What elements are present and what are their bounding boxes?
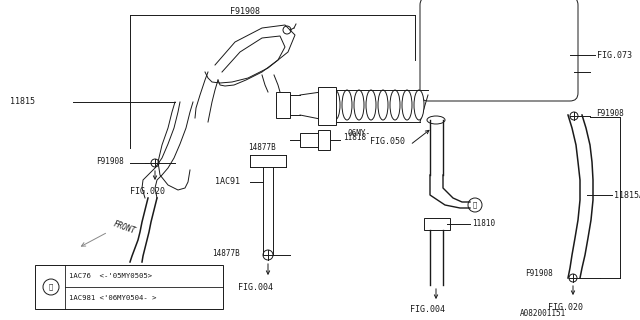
Circle shape [263,250,273,260]
Circle shape [283,26,291,34]
Text: ①: ① [473,202,477,208]
Ellipse shape [414,90,424,120]
Circle shape [566,68,574,76]
Bar [318,130,330,150]
Ellipse shape [378,90,388,120]
Text: FIG.004: FIG.004 [238,283,273,292]
FancyBboxPatch shape [420,0,578,101]
Text: 1AC981 <'06MY0504- >: 1AC981 <'06MY0504- > [69,295,157,301]
Bar [318,87,336,125]
Text: FRONT: FRONT [112,220,137,236]
Text: 11815A: 11815A [614,190,640,199]
Bar [300,133,318,147]
Ellipse shape [330,90,340,120]
Ellipse shape [402,90,412,120]
Circle shape [151,159,159,167]
Text: FIG.073: FIG.073 [597,51,632,60]
Bar [424,218,450,230]
Text: 11810: 11810 [472,220,495,228]
Circle shape [570,112,578,120]
Circle shape [569,274,577,282]
Text: ①: ① [49,284,53,290]
Bar [276,92,290,118]
Circle shape [468,198,482,212]
Bar [35,265,223,309]
Text: 1AC76  <-'05MY0505>: 1AC76 <-'05MY0505> [69,273,152,279]
Text: 11815: 11815 [10,98,35,107]
Circle shape [43,279,59,295]
Text: F91908: F91908 [525,269,553,278]
Text: A082001151: A082001151 [520,309,566,318]
Ellipse shape [427,116,445,124]
Ellipse shape [366,90,376,120]
Text: FIG.004: FIG.004 [410,306,445,315]
Text: 1AC91: 1AC91 [215,178,240,187]
Ellipse shape [342,90,352,120]
Text: 14877B: 14877B [248,143,276,153]
Ellipse shape [390,90,400,120]
Text: FIG.020: FIG.020 [548,302,583,311]
Ellipse shape [354,90,364,120]
Text: FIG.020: FIG.020 [130,188,165,196]
Text: F91908: F91908 [596,108,624,117]
Text: 11818: 11818 [343,133,366,142]
Text: F91908: F91908 [96,156,124,165]
Text: 14877B: 14877B [212,249,240,258]
Text: 06MY-: 06MY- [348,130,371,139]
Text: FIG.050: FIG.050 [370,138,405,147]
Text: F91908: F91908 [230,6,260,15]
